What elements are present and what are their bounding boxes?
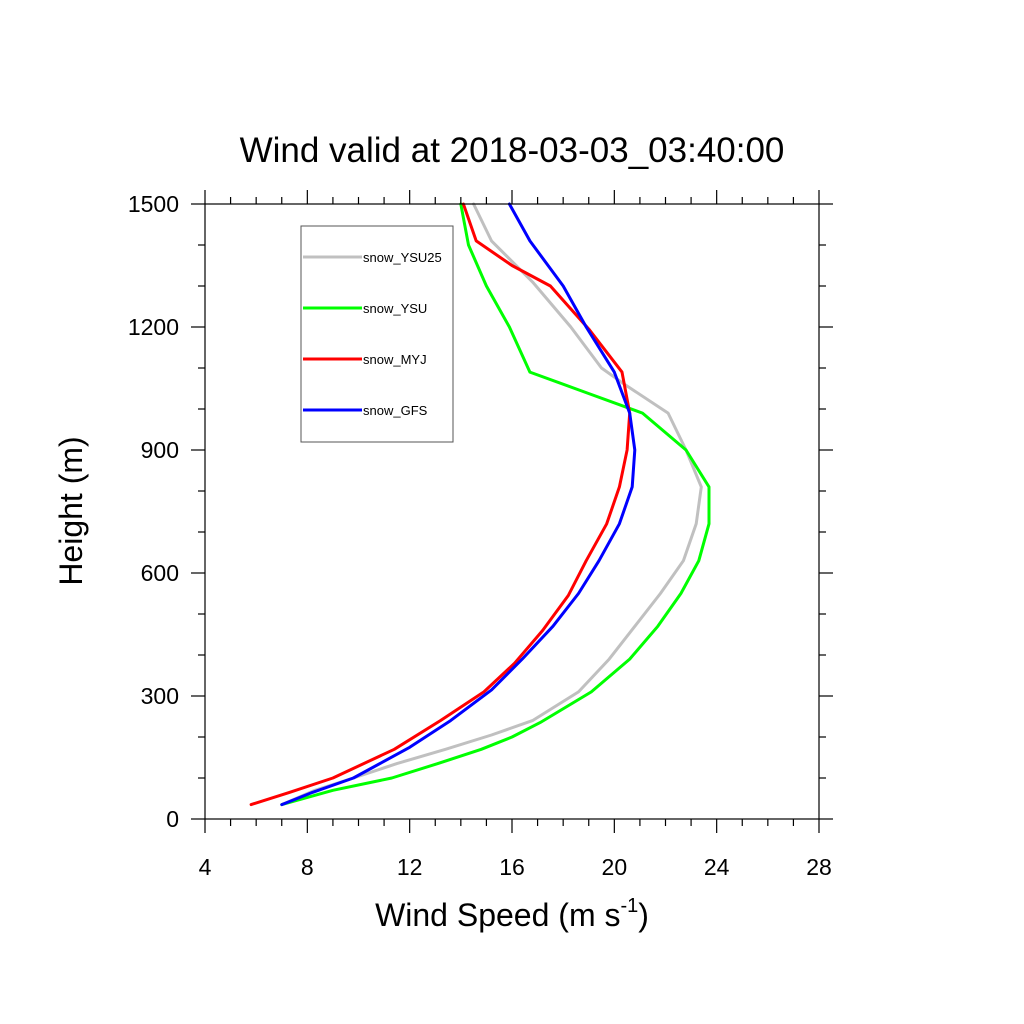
x-axis-title: Wind Speed (m s-1) — [375, 895, 649, 933]
x-tick-label: 4 — [199, 854, 212, 880]
y-tick-label: 300 — [141, 683, 179, 709]
x-tick-label: 28 — [806, 854, 832, 880]
x-axis-title-main: Wind Speed (m s — [375, 897, 620, 933]
x-tick-label: 12 — [397, 854, 423, 880]
series-layer — [249, 202, 711, 807]
x-tick-labels: 4 8 12 16 20 24 28 — [199, 854, 832, 880]
legend: snow_YSU25 snow_YSU snow_MYJ snow_GFS — [300, 225, 454, 443]
y-tick-label: 1200 — [128, 314, 179, 340]
y-tick-label: 600 — [141, 560, 179, 586]
y-tick-labels: 0 300 600 900 1200 1500 — [128, 191, 179, 832]
x-axis-title-superscript: -1 — [620, 895, 638, 917]
x-tick-label: 16 — [499, 854, 525, 880]
series-line-snow-ysu — [280, 202, 711, 807]
legend-label: snow_MYJ — [363, 352, 427, 367]
x-axis-title-close: ) — [638, 897, 649, 933]
legend-label: snow_GFS — [363, 403, 428, 418]
legend-label: snow_YSU25 — [363, 250, 442, 265]
x-tick-label: 24 — [704, 854, 730, 880]
chart-title: Wind valid at 2018-03-03_03:40:00 — [240, 131, 785, 170]
x-tick-label: 20 — [602, 854, 628, 880]
legend-label: snow_YSU — [363, 301, 427, 316]
x-tick-label: 8 — [301, 854, 314, 880]
y-axis-title: Height (m) — [53, 436, 89, 585]
ticks-layer — [191, 190, 833, 833]
y-tick-label: 1500 — [128, 191, 179, 217]
y-tick-label: 0 — [166, 806, 179, 832]
series-line-snow-ysu25 — [280, 202, 703, 807]
y-tick-label: 900 — [141, 437, 179, 463]
series-line-snow-gfs — [280, 202, 637, 807]
series-line-snow-myj — [249, 202, 632, 807]
legend-box — [300, 225, 454, 443]
